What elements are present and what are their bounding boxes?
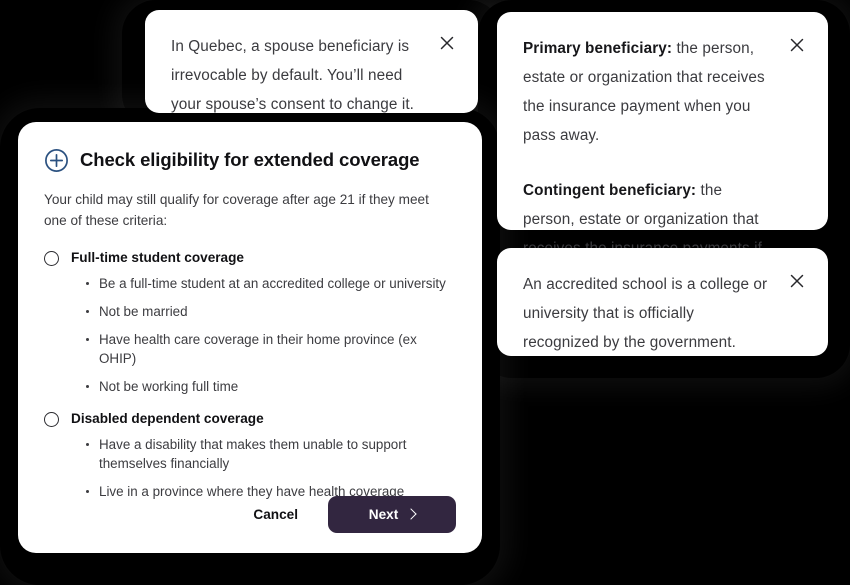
criteria-list: Be a full-time student at an accredited …: [44, 274, 456, 396]
tooltip-paragraph-text: the person, estate or organization that …: [523, 40, 765, 144]
option-group-full-time-student: Full-time student coverage Be a full-tim…: [44, 249, 456, 396]
next-button[interactable]: Next: [328, 495, 456, 533]
tooltip-paragraph-text: An accredited school is a college or uni…: [523, 276, 768, 351]
dialog-subtitle: Your child may still qualify for coverag…: [44, 192, 429, 228]
tooltip-card-accredited: An accredited school is a college or uni…: [497, 248, 828, 356]
tooltip-lead: Contingent beneficiary:: [523, 182, 697, 199]
tooltip-lead: Primary beneficiary:: [523, 40, 673, 57]
tooltip-paragraph-text: In Quebec, a spouse beneficiary is irrev…: [171, 38, 415, 113]
close-icon[interactable]: [436, 32, 458, 54]
page-title: Check eligibility for extended coverage: [80, 149, 420, 171]
radio-button-icon[interactable]: [44, 412, 59, 427]
criteria-list: Have a disability that makes them unable…: [44, 435, 456, 501]
option-group-disabled-dependent: Disabled dependent coverage Have a disab…: [44, 410, 456, 501]
close-icon[interactable]: [786, 34, 808, 56]
tooltip-text-accredited: An accredited school is a college or uni…: [523, 270, 802, 357]
dialog-footer: Cancel Next: [18, 475, 482, 553]
option-label: Full-time student coverage: [71, 250, 244, 265]
criteria-item: Not be married: [85, 302, 456, 321]
radio-option-disabled-dependent[interactable]: Disabled dependent coverage: [44, 410, 456, 428]
eligibility-dialog: Check eligibility for extended coverage …: [18, 122, 482, 553]
tooltip-paragraph: In Quebec, a spouse beneficiary is irrev…: [171, 32, 422, 119]
criteria-item: Have health care coverage in their home …: [85, 330, 456, 368]
close-icon[interactable]: [786, 270, 808, 292]
tooltip-paragraph: Primary beneficiary: the person, estate …: [523, 34, 772, 150]
dialog-header: Check eligibility for extended coverage: [44, 148, 456, 173]
option-label: Disabled dependent coverage: [71, 411, 264, 426]
plus-circle-icon: [45, 149, 68, 172]
tooltip-card-beneficiary: Primary beneficiary: the person, estate …: [497, 12, 828, 315]
chevron-right-icon: [405, 507, 417, 520]
next-button-label: Next: [368, 506, 399, 522]
tooltip-card-quebec: In Quebec, a spouse beneficiary is irrev…: [145, 10, 478, 113]
tooltip-text-quebec: In Quebec, a spouse beneficiary is irrev…: [171, 32, 452, 119]
criteria-item: Not be working full time: [85, 377, 456, 396]
criteria-item: Live in a province where they have healt…: [85, 482, 456, 501]
tooltip-paragraph: An accredited school is a college or uni…: [523, 270, 772, 357]
criteria-item: Have a disability that makes them unable…: [85, 435, 456, 473]
criteria-item: Be a full-time student at an accredited …: [85, 274, 456, 293]
radio-button-icon[interactable]: [44, 251, 59, 266]
cancel-button[interactable]: Cancel: [249, 499, 302, 530]
radio-option-full-time-student[interactable]: Full-time student coverage: [44, 249, 456, 267]
